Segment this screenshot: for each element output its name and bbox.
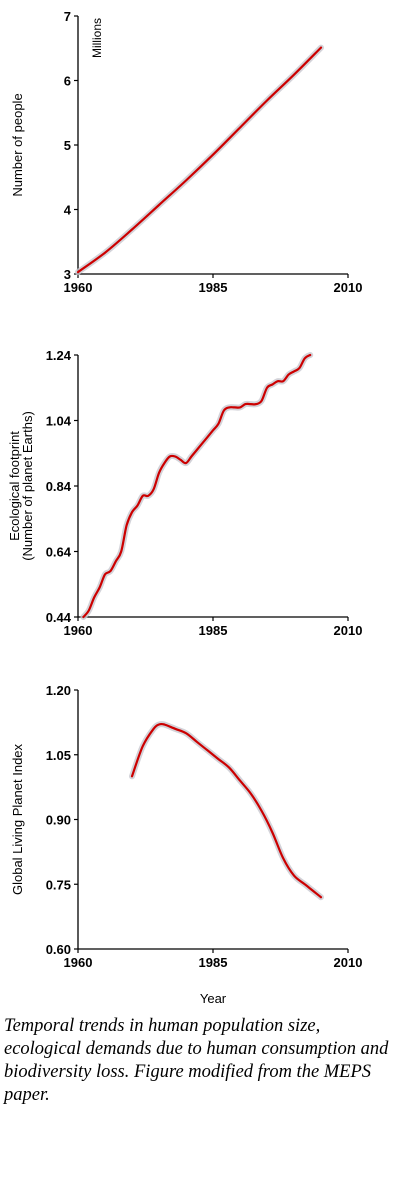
y-axis-label: Global Living Planet Index bbox=[10, 743, 25, 895]
y-axis-label: Ecological footprint(Number of planet Ea… bbox=[7, 411, 35, 561]
charts-figure: 3 4 5 6 7 1960 1985 2010 Number of people Million… bbox=[7, 9, 362, 1006]
y-tick-label: 7 bbox=[64, 9, 71, 24]
x-tick-label: 1985 bbox=[199, 623, 228, 638]
y-tick-label: 6 bbox=[64, 74, 71, 89]
y-tick-label: 1.24 bbox=[46, 348, 72, 363]
series-line bbox=[76, 46, 323, 274]
figure-caption: Temporal trends in human population size… bbox=[4, 1016, 389, 1105]
x-tick-label: 1960 bbox=[64, 623, 93, 638]
living-planet-index-chart: 0.60 0.75 0.90 1.05 1.20 1960 1985 2010 Global L… bbox=[10, 683, 362, 1006]
series-line-shadow bbox=[75, 44, 324, 276]
x-tick-label: 1960 bbox=[64, 955, 93, 970]
y-tick-label: 1.05 bbox=[46, 748, 71, 763]
x-tick-label: 1985 bbox=[199, 955, 228, 970]
y-tick-label: 0.90 bbox=[46, 813, 71, 828]
x-tick-label: 1960 bbox=[64, 280, 93, 295]
y-tick-label: 0.44 bbox=[46, 610, 72, 625]
y-tick-label: 1.20 bbox=[46, 683, 71, 698]
x-tick-label: 2010 bbox=[334, 280, 363, 295]
series-line-shadow bbox=[129, 720, 324, 901]
y-tick-label: 1.04 bbox=[46, 414, 72, 429]
y-tick-label: 0.64 bbox=[46, 545, 72, 560]
y-tick-label: 5 bbox=[64, 138, 71, 153]
y-tick-label: 3 bbox=[64, 267, 71, 282]
x-axis-label: Year bbox=[200, 991, 227, 1006]
series-line-shadow bbox=[80, 352, 314, 620]
y-tick-label: 0.60 bbox=[46, 942, 71, 957]
population-chart: 3 4 5 6 7 1960 1985 2010 Number of people Million… bbox=[10, 9, 362, 295]
x-tick-label: 2010 bbox=[334, 623, 363, 638]
x-tick-label: 1985 bbox=[199, 280, 228, 295]
y-tick-label: 0.84 bbox=[46, 479, 72, 494]
y-tick-label: 4 bbox=[64, 203, 72, 218]
series-line bbox=[130, 722, 323, 899]
x-tick-label: 2010 bbox=[334, 955, 363, 970]
units-annotation: Millions bbox=[90, 18, 104, 58]
y-axis-label: Number of people bbox=[10, 93, 25, 196]
ecological-footprint-chart: 0.44 0.64 0.84 1.04 1.24 1960 1985 2010 Ecologic… bbox=[7, 348, 362, 638]
y-tick-label: 0.75 bbox=[46, 877, 71, 892]
series-line bbox=[82, 353, 312, 619]
